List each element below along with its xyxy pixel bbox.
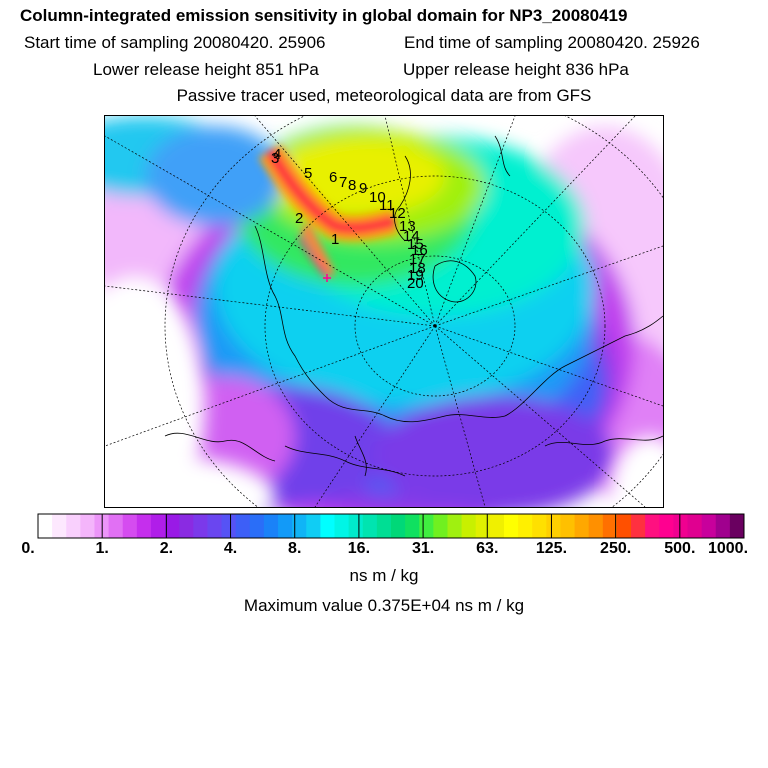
traj-label-5: 5 — [304, 165, 312, 182]
colorbar-cell — [165, 514, 180, 538]
traj-label-13: 13 — [399, 218, 416, 235]
colorbar-tick-label: 4. — [223, 540, 238, 557]
traj-label-8: 8 — [348, 177, 356, 194]
colorbar-cell — [52, 514, 67, 538]
traj-label-11: 11 — [379, 197, 395, 214]
traj-label-9: 9 — [359, 180, 367, 197]
traj-label-10: 10 — [369, 189, 386, 206]
traj-label-16: 16 — [411, 242, 428, 259]
colorbar-cell — [616, 514, 632, 538]
colorbar-cell — [263, 514, 279, 538]
colorbar-cell — [249, 514, 265, 538]
colorbar-cell — [419, 514, 434, 538]
colorbar-cell — [574, 514, 590, 538]
colorbar-cell — [376, 514, 392, 538]
start-time-label: Start time of sampling 20080420. 25906 — [24, 33, 326, 52]
colorbar-cells — [38, 514, 745, 538]
colorbar-cell — [729, 514, 745, 538]
map-canvas: 1 2 3 4 5 6 7 8 9 10 11 12 13 14 15 16 1… — [105, 116, 663, 507]
colorbar-cell — [235, 514, 251, 538]
colorbar-cell — [659, 514, 674, 538]
colorbar-cell — [645, 514, 660, 538]
colorbar-tick-label: 0. — [21, 540, 35, 557]
traj-label-12: 12 — [389, 205, 406, 222]
colorbar-cell — [362, 514, 378, 538]
end-time-label: End time of sampling 20080420. 25926 — [404, 33, 700, 52]
colorbar-cell — [193, 514, 208, 538]
traj-label-14: 14 — [403, 228, 420, 245]
colorbar — [37, 513, 745, 539]
colorbar-cell — [560, 514, 576, 538]
tracer-note: Passive tracer used, meteorological data… — [176, 86, 592, 105]
colorbar-tick-label: 16. — [347, 540, 371, 557]
colorbar-cell — [588, 514, 604, 538]
colorbar-cell — [715, 514, 731, 538]
colorbar-tick-label: 1000. — [707, 540, 749, 557]
traj-label-6: 6 — [329, 169, 337, 186]
colorbar-cell — [108, 514, 124, 538]
colorbar-cell — [405, 514, 420, 538]
colorbar-dividers — [101, 514, 681, 538]
colorbar-cell — [38, 514, 53, 538]
traj-label-20: 20 — [407, 275, 424, 292]
map-title: Column-integrated emission sensitivity i… — [20, 6, 628, 25]
colorbar-cell — [503, 514, 519, 538]
colorbar-units: ns m / kg — [349, 566, 419, 585]
colorbar-tick-label: 125. — [535, 540, 568, 557]
colorbar-tick-label: 31. — [411, 540, 435, 557]
colorbar-cell — [673, 514, 689, 538]
release-point-marker — [323, 274, 331, 282]
colorbar-cell — [348, 514, 364, 538]
colorbar-cell — [278, 514, 293, 538]
colorbar-cell — [701, 514, 717, 538]
graticule — [105, 116, 663, 507]
traj-label-15: 15 — [407, 236, 424, 253]
traj-label-17: 17 — [409, 251, 426, 268]
colorbar-cell — [334, 514, 350, 538]
traj-label-3: 3 — [271, 150, 279, 167]
colorbar-cell — [320, 514, 336, 538]
traj-label-7: 7 — [339, 174, 347, 191]
high-sensitivity-plume — [258, 144, 399, 278]
colorbar-tick-label: 63. — [476, 540, 499, 557]
colorbar-cell — [687, 514, 703, 538]
colorbar-cell — [602, 514, 618, 538]
colorbar-cell — [546, 514, 561, 538]
colorbar-cell — [66, 514, 81, 538]
colorbar-tick-label: 500. — [664, 540, 696, 557]
emission-sensitivity-map: 1 2 3 4 5 6 7 8 9 10 11 12 13 14 15 16 1… — [104, 115, 664, 508]
coastlines — [164, 135, 663, 477]
colorbar-cell — [179, 514, 194, 538]
trajectory-labels: 1 2 3 4 5 6 7 8 9 10 11 12 13 14 15 16 1… — [271, 146, 428, 292]
colorbar-cell — [447, 514, 463, 538]
colorbar-cell — [391, 514, 406, 538]
colorbar-cell — [518, 514, 533, 538]
colorbar-tick-label: 8. — [288, 540, 302, 557]
colorbar-cell — [475, 514, 491, 538]
colorbar-cell — [136, 514, 152, 538]
colorbar-cell — [150, 514, 166, 538]
colorbar-cell — [532, 514, 547, 538]
traj-label-1: 1 — [331, 231, 339, 248]
colorbar-tick-label: 1. — [95, 540, 109, 557]
colorbar-cell — [489, 514, 505, 538]
traj-label-18: 18 — [409, 260, 426, 277]
colorbar-cell — [461, 514, 477, 538]
colorbar-cell — [80, 514, 95, 538]
maximum-value-label: Maximum value 0.375E+04 ns m / kg — [243, 596, 525, 615]
colorbar-tick-label: 2. — [159, 540, 174, 557]
lower-release-label: Lower release height 851 hPa — [93, 60, 319, 79]
traj-label-4: 4 — [273, 146, 281, 163]
colorbar-cell — [631, 514, 646, 538]
traj-label-2: 2 — [295, 210, 303, 227]
colorbar-cell — [306, 514, 321, 538]
colorbar-cell — [292, 514, 307, 538]
colorbar-cell — [221, 514, 237, 538]
colorbar-cell — [122, 514, 138, 538]
upper-release-label: Upper release height 836 hPa — [403, 60, 629, 79]
traj-label-19: 19 — [407, 267, 424, 284]
colorbar-cell — [433, 514, 448, 538]
colorbar-cell — [207, 514, 223, 538]
colorbar-tick-label: 250. — [600, 540, 632, 557]
